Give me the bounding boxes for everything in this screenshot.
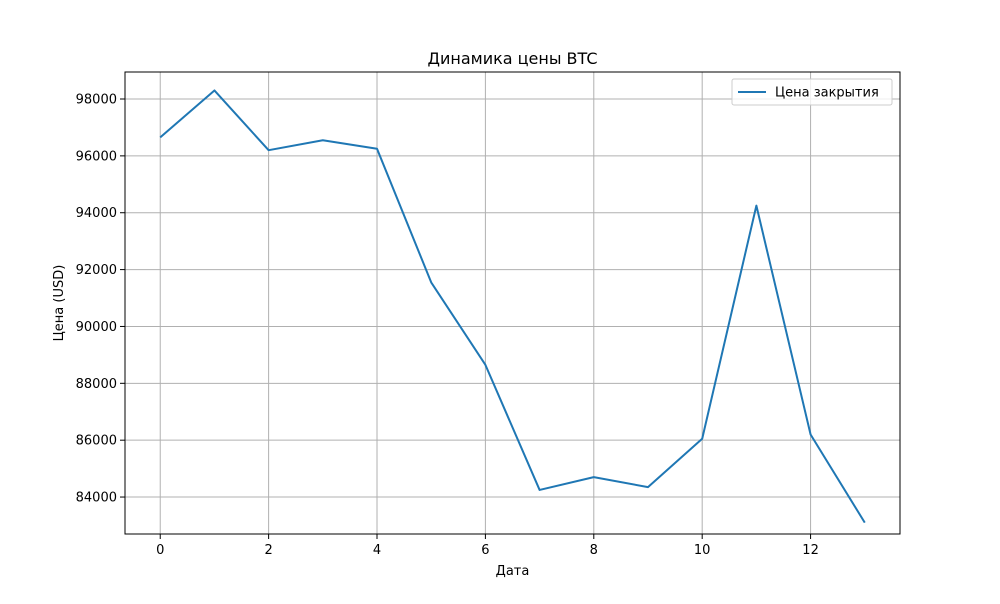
x-tick-label: 4 (373, 543, 381, 558)
chart-title: Динамика цены BTC (427, 49, 597, 68)
grid (125, 72, 900, 534)
y-tick-label: 98000 (76, 93, 117, 108)
y-tick-label: 90000 (76, 320, 117, 335)
plot-area-frame (124, 71, 901, 535)
y-tick-label: 88000 (76, 377, 117, 392)
x-tick-label: 2 (264, 543, 272, 558)
y-tick-label: 84000 (76, 491, 117, 506)
axis-ticks: 0 2 4 6 8 10 12 84000 86000 88000 90000 92000 94000 9… (76, 93, 819, 558)
series-line (159, 89, 866, 524)
y-axis-title: Цена (USD) (52, 265, 67, 342)
legend-box (731, 78, 893, 106)
y-tick-label: 94000 (76, 206, 117, 221)
x-tick-label: 6 (481, 543, 489, 558)
series-layer (159, 89, 866, 524)
y-tick-label: 92000 (76, 263, 117, 278)
legend: Цена закрытия (731, 78, 893, 106)
y-tick-label: 96000 (76, 149, 117, 164)
x-tick-label: 12 (802, 543, 819, 558)
x-tick-label: 8 (590, 543, 598, 558)
x-axis-title: Дата (496, 564, 530, 579)
x-tick-label: 10 (694, 543, 711, 558)
legend-label: Цена закрытия (775, 86, 879, 101)
y-tick-label: 86000 (76, 434, 117, 449)
x-tick-label: 0 (156, 543, 164, 558)
